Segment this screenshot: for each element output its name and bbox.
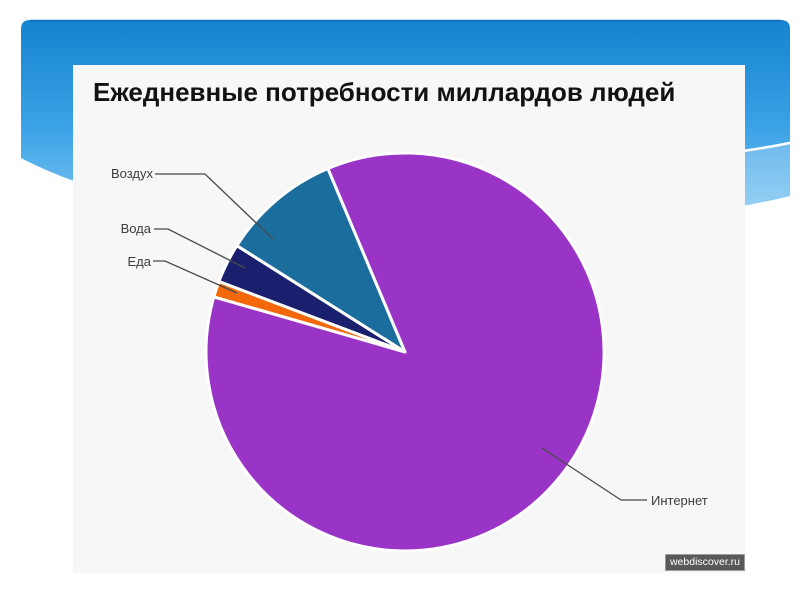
chart-panel: Ежедневные потребности миллардов людей В…: [73, 65, 745, 573]
background-light-band: [738, 144, 790, 210]
leader-line-internet: [541, 447, 647, 501]
slice-label-voda: Вода: [120, 221, 151, 236]
leader-lines: [153, 173, 647, 501]
leader-line-voda: [154, 228, 246, 269]
pie-chart-svg: [153, 151, 647, 553]
pie-slices: [204, 151, 606, 553]
watermark-badge: webdiscover.ru: [665, 554, 745, 571]
slice-label-vozduh: Воздух: [110, 166, 153, 181]
leader-line-vozduh: [155, 173, 274, 240]
leader-line-eda: [153, 260, 238, 294]
page-title: Ежедневные потребности миллардов людей: [93, 77, 676, 107]
slice-label-eda: Еда: [127, 254, 152, 269]
pie-slice-0: [235, 167, 407, 354]
pie-slice-3: [204, 151, 606, 553]
slice-label-internet: Интернет: [651, 493, 708, 508]
